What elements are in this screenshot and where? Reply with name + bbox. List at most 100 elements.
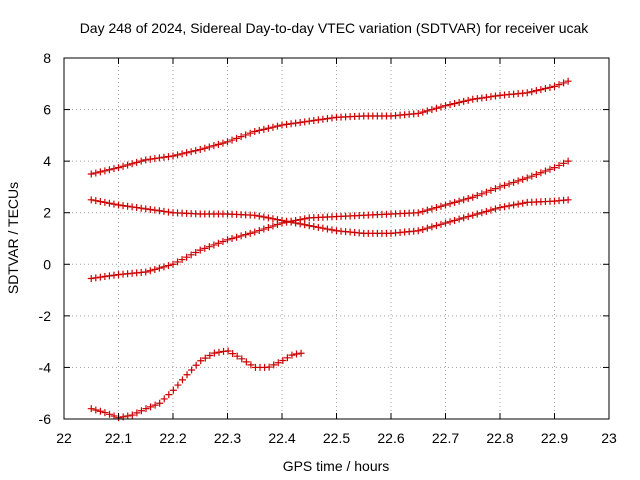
data-point [451,198,459,206]
data-point [228,235,236,242]
data-point [146,267,154,275]
data-point [164,153,172,161]
y-axis-label: SDTVAR / TECUs [5,182,21,294]
data-point [142,205,150,213]
data-point [169,260,177,268]
x-tick-label: 23 [601,430,617,446]
data-point [473,95,481,103]
y-tick-label: 6 [43,102,51,118]
data-point [460,214,468,222]
data-point [296,118,304,126]
data-point [478,94,486,102]
y-tick-label: -2 [39,308,52,324]
data-point [510,178,518,186]
data-point [478,209,486,217]
data-point [224,347,232,355]
data-point [101,273,109,281]
data-point [541,167,549,175]
data-point [105,199,113,207]
data-point [269,123,277,131]
data-point [160,263,168,271]
data-point [260,213,268,221]
data-point [174,258,182,266]
data-point [501,203,509,211]
data-point [269,215,277,223]
data-point [278,121,286,129]
data-point [197,357,205,365]
data-point [482,188,490,196]
data-point [442,219,449,227]
data-point [237,232,245,240]
data-point [133,204,141,212]
y-tick-label: 4 [43,153,51,169]
data-point [196,246,204,254]
data-point [279,356,287,364]
data-point [192,147,200,155]
data-point [455,98,463,106]
data-point [414,227,422,235]
data-point [523,174,531,182]
data-point [96,407,104,415]
data-point [201,354,209,362]
y-tick-labels: -6 -4 -2 0 2 4 6 8 [39,50,52,427]
data-point [264,124,272,132]
data-point [274,359,282,367]
data-point [242,131,250,139]
data-point [224,138,231,146]
data-point [301,221,309,229]
data-point [255,227,263,235]
data-point [323,225,331,233]
data-point [115,201,122,209]
data-point [110,412,118,420]
data-point [251,211,259,219]
data-point [192,248,200,256]
x-tick-label: 22.9 [541,430,568,446]
data-point [287,120,295,128]
data-point [428,106,436,114]
data-point [464,213,472,221]
data-point [101,198,109,206]
data-point [105,410,113,418]
x-tick-label: 22.4 [268,430,295,446]
y-tick-label: 8 [43,50,51,66]
data-point [92,406,100,414]
data-point [510,201,518,209]
data-point [537,86,545,94]
data-point [455,197,463,205]
data-point [419,108,427,116]
data-point [487,206,495,214]
data-point [314,116,322,124]
data-point [532,170,540,178]
data-point [237,133,245,141]
data-point [283,120,291,128]
data-point [432,204,440,212]
data-point [219,139,227,147]
data-point [133,409,141,417]
data-point [560,159,568,167]
data-point [156,399,164,407]
data-point [96,273,104,281]
data-point [419,225,427,233]
y-tick-label: 2 [43,205,51,221]
data-point [283,354,291,362]
data-point [247,361,255,369]
data-point [296,216,304,224]
data-point [251,127,259,135]
data-point [146,205,154,213]
data-point [442,201,449,209]
data-point [546,83,554,91]
data-point [205,243,213,251]
data-point [460,97,468,105]
data-point [432,222,440,230]
data-point [151,206,159,214]
data-point [564,196,572,204]
data-point [451,100,459,108]
data-point [233,352,241,360]
data-point [437,220,445,228]
x-tick-label: 22.6 [377,430,404,446]
data-point [164,262,172,270]
data-point [255,126,263,134]
data-point [551,82,558,90]
data-point [160,207,168,215]
data-point [201,144,209,152]
